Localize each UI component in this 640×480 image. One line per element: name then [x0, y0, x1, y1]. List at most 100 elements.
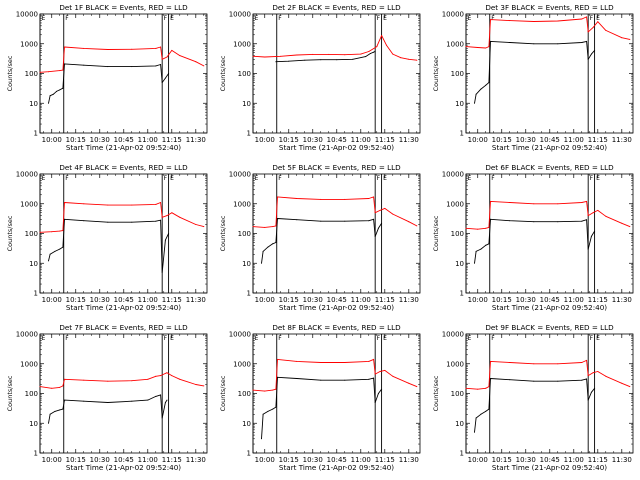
lld-point: [83, 203, 85, 205]
x-tick-label: 10:00: [468, 456, 488, 464]
events-point: [107, 66, 109, 68]
events-point: [267, 410, 269, 412]
x-tick-label: 10:45: [327, 456, 347, 464]
events-point: [373, 218, 375, 220]
plot-frame: [252, 333, 421, 454]
lld-point: [107, 380, 109, 382]
lld-series-line: [39, 46, 205, 73]
chart-title: Det 5F BLACK = Events, RED = LLD: [272, 163, 401, 172]
events-point: [48, 422, 49, 424]
events-point: [369, 53, 371, 54]
events-point: [373, 377, 375, 379]
event-marker-label: E: [468, 335, 472, 342]
chart-panel-5: Det 5F BLACK = Events, RED = LLD 1 10 100 10…: [219, 163, 421, 312]
chart-panel-3: Det 3F BLACK = Events, RED = LLD 1 10 100 10…: [432, 3, 634, 152]
lld-point: [400, 57, 402, 59]
x-tick-label: 11:00: [564, 296, 584, 304]
events-point: [587, 399, 589, 401]
lld-point: [296, 360, 298, 362]
lld-point: [179, 378, 181, 380]
event-marker-label: E: [596, 15, 600, 22]
lld-point: [384, 369, 386, 371]
lld-point: [344, 362, 346, 363]
x-tick-label: 10:00: [42, 456, 62, 464]
y-tick-label: 1000: [20, 360, 38, 368]
lld-point: [408, 221, 410, 223]
events-point: [533, 380, 535, 382]
lld-point: [83, 47, 85, 49]
x-axis-label: Start Time (21-Apr-02 09:52:40): [279, 143, 394, 152]
events-point: [490, 378, 491, 379]
event-marker-label: F: [278, 15, 282, 22]
lld-point: [488, 46, 490, 48]
events-point: [485, 244, 487, 246]
x-axis-label: Start Time (21-Apr-02 09:52:40): [279, 303, 394, 312]
events-point: [304, 59, 306, 61]
event-marker-label: E: [255, 335, 259, 342]
y-tick-label: 10000: [229, 11, 251, 19]
lld-point: [488, 226, 490, 228]
y-tick-label: 1: [34, 290, 38, 298]
event-marker-label: F: [590, 15, 594, 22]
y-tick-label: 10: [29, 100, 38, 108]
lld-point: [368, 360, 370, 362]
events-series-line: [275, 50, 376, 63]
x-axis-label: Start Time (21-Apr-02 09:52:40): [66, 303, 181, 312]
lld-point: [296, 198, 298, 199]
lld-point: [155, 47, 157, 49]
x-tick-label: 11:30: [399, 456, 419, 464]
x-axis-label: Start Time (21-Apr-02 09:52:40): [492, 303, 607, 312]
events-series-line: [48, 63, 169, 104]
lld-point: [161, 216, 163, 218]
y-axis-label: Counts/sec: [432, 55, 440, 91]
lld-point: [392, 53, 394, 55]
events-point: [587, 248, 589, 250]
x-tick-label: 11:15: [588, 296, 608, 304]
lld-series-line: [39, 372, 204, 389]
lld-point: [477, 47, 479, 48]
lld-point: [509, 362, 511, 363]
x-tick-label: 10:15: [492, 296, 512, 304]
event-marker-label: F: [590, 175, 594, 182]
events-point: [272, 243, 274, 245]
plot-frame: [252, 13, 421, 134]
y-tick-label: 10: [455, 420, 464, 428]
events-series-line: [261, 376, 382, 439]
lld-point: [488, 386, 490, 388]
y-axis-label: Counts/sec: [219, 55, 227, 91]
event-marker-label: E: [383, 335, 387, 342]
x-tick-label: 11:30: [399, 296, 419, 304]
lld-point: [179, 55, 181, 57]
y-tick-label: 10: [242, 260, 251, 268]
y-tick-label: 10: [242, 100, 251, 108]
events-point: [164, 402, 166, 403]
chart-title: Det 7F BLACK = Events, RED = LLD: [59, 323, 188, 332]
x-tick-label: 10:00: [42, 136, 62, 144]
lld-point: [252, 389, 254, 391]
event-marker-label: F: [164, 15, 168, 22]
events-point: [480, 413, 482, 415]
events-point: [160, 219, 162, 221]
lld-point: [509, 20, 511, 22]
event-marker-label: E: [255, 175, 259, 182]
lld-point: [131, 204, 133, 206]
events-point: [374, 50, 376, 52]
x-tick-label: 10:15: [492, 136, 512, 144]
events-point: [160, 64, 162, 65]
y-tick-label: 100: [25, 390, 38, 398]
events-point: [320, 379, 322, 381]
y-tick-label: 1000: [20, 40, 38, 48]
lld-point: [277, 196, 278, 198]
x-tick-label: 10:30: [516, 456, 536, 464]
lld-point: [62, 385, 64, 387]
events-point: [168, 73, 170, 74]
lld-point: [477, 388, 479, 390]
lld-point: [62, 230, 64, 232]
events-point: [64, 399, 65, 401]
events-point: [480, 88, 482, 90]
y-tick-label: 1: [247, 130, 251, 138]
y-tick-label: 10000: [16, 11, 38, 19]
y-tick-label: 10: [29, 260, 38, 268]
plot-frame: [465, 333, 634, 454]
x-tick-label: 10:45: [114, 456, 134, 464]
